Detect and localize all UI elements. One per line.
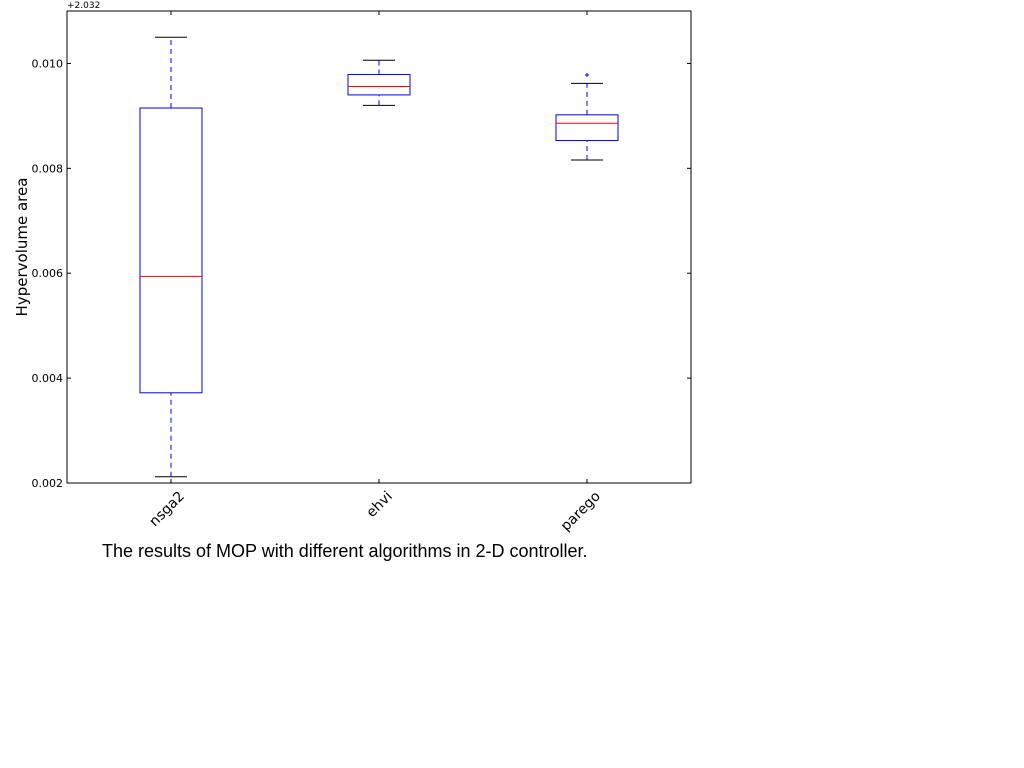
box-series <box>139 36 619 478</box>
y-axis-label: Hypervolume area <box>13 178 31 317</box>
x-tick-label: nsga2 <box>146 489 187 530</box>
plot-frame <box>66 10 692 484</box>
y-tick-label: 0.002 <box>32 477 64 490</box>
x-tick-label: ehvi <box>364 489 396 521</box>
y-tick-label: 0.010 <box>32 57 64 70</box>
box-parego <box>555 114 619 142</box>
figure-caption: The results of MOP with different algori… <box>102 541 588 561</box>
box-ehvi <box>347 73 411 96</box>
y-axis-ticks: 0.002 0.004 0.006 0.008 0.010 <box>32 57 691 490</box>
y-tick-label: 0.008 <box>32 162 64 175</box>
box-plot-chart: +2.032 Hypervolume area 0.0020.0040.0060… <box>13 1 692 535</box>
y-tick-label: 0.006 <box>32 267 64 280</box>
x-axis-ticks: nsga2 ehvi parego <box>146 11 604 535</box>
y-offset-label: +2.032 <box>67 1 100 11</box>
y-tick-label: 0.004 <box>32 372 64 385</box>
x-tick-label: parego <box>558 489 604 535</box>
box-nsga2 <box>139 107 203 394</box>
